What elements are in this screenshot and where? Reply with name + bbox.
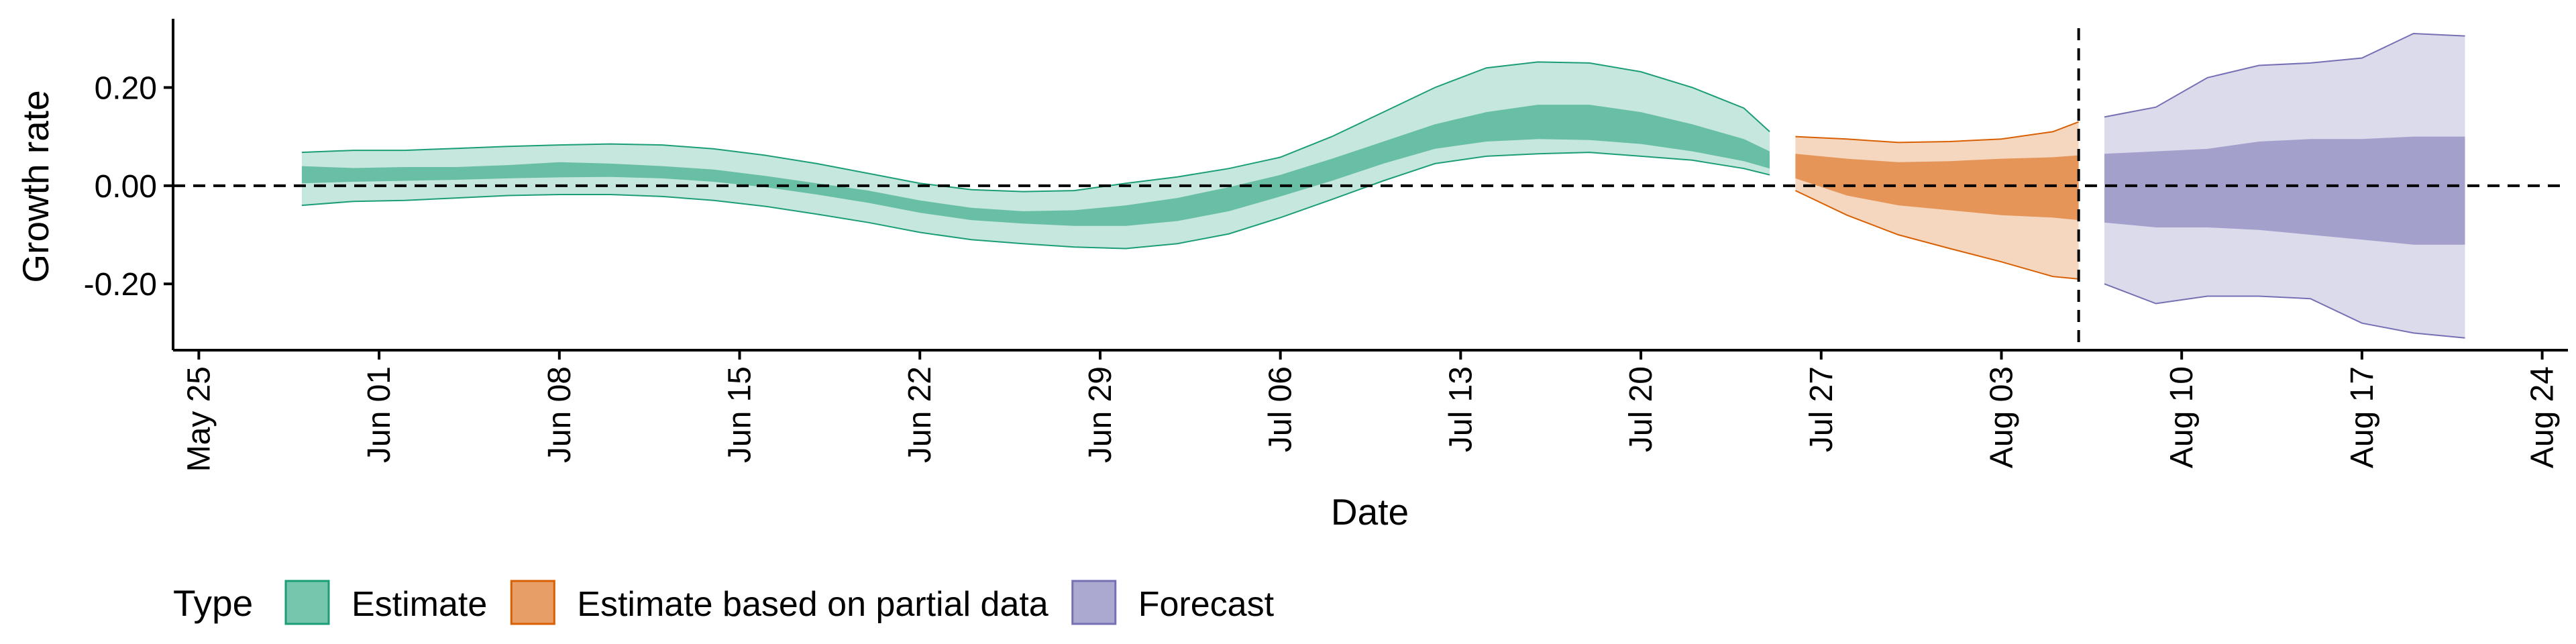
- x-tick-label: Aug 10: [2164, 366, 2200, 468]
- legend: Type Estimate Estimate based on partial d…: [173, 580, 1275, 625]
- reference-lines: [173, 28, 2568, 350]
- band-90-upper-edge-estimate-based-on-partial-data: [1795, 121, 2079, 144]
- bands-layer: [301, 32, 2465, 339]
- x-ticks: May 25 Jun 01 Jun 08 Jun 15 Jun 22 Jun 29 Jul …: [181, 350, 2561, 472]
- legend-item-estimate-based-on-partial-data: Estimate based on partial data: [510, 580, 1049, 625]
- x-tick-label: Jun 08: [542, 366, 578, 463]
- series-forecast: [2104, 32, 2465, 339]
- band-50-estimate: [301, 105, 1770, 226]
- legend-item-estimate: Estimate: [284, 580, 487, 625]
- x-tick-label: Jun 15: [722, 366, 758, 463]
- x-tick-label: Aug 24: [2525, 366, 2561, 468]
- legend-label: Estimate based on partial data: [577, 585, 1049, 624]
- x-tick-label: Jun 29: [1083, 366, 1118, 463]
- x-tick-label: May 25: [181, 366, 217, 472]
- band-90-lower-edge-forecast: [2104, 283, 2465, 339]
- y-ticks: 0.20 0.00 -0.20: [84, 70, 173, 303]
- band-90-upper-edge-estimate: [301, 61, 1770, 193]
- x-tick-label: Jul 06: [1263, 366, 1299, 452]
- legend-swatch: [510, 580, 555, 625]
- legend-swatch: [1071, 580, 1117, 625]
- y-tick-label: -0.20: [84, 267, 157, 303]
- y-axis-label: Growth rate: [15, 90, 56, 282]
- x-tick-label: Jun 22: [902, 366, 938, 463]
- series-estimate: [301, 61, 1770, 250]
- legend-title: Type: [173, 582, 253, 624]
- x-tick-label: Aug 03: [1984, 366, 2019, 468]
- band-50-forecast: [2104, 136, 2465, 245]
- x-axis-label: Date: [1331, 491, 1409, 533]
- band-90-lower-edge-estimate: [301, 152, 1770, 250]
- x-tick-label: Jul 13: [1443, 366, 1479, 452]
- legend-items: Estimate Estimate based on partial data Fo…: [284, 580, 1275, 625]
- band-90-estimate: [301, 62, 1770, 249]
- y-tick-label: 0.20: [95, 70, 157, 106]
- axes: May 25 Jun 01 Jun 08 Jun 15 Jun 22 Jun 29 Jul …: [84, 19, 2568, 472]
- legend-swatch: [284, 580, 330, 625]
- x-tick-label: Jul 20: [1623, 366, 1659, 452]
- legend-item-forecast: Forecast: [1071, 580, 1275, 625]
- band-90-lower-edge-estimate-based-on-partial-data: [1794, 190, 2079, 280]
- y-tick-label: 0.00: [95, 169, 157, 205]
- x-tick-label: Aug 17: [2345, 366, 2380, 468]
- legend-label: Forecast: [1138, 585, 1275, 624]
- x-tick-label: Jul 27: [1804, 366, 1839, 452]
- legend-label: Estimate: [352, 585, 487, 624]
- series-estimate-based-on-partial-data: [1794, 121, 2079, 280]
- band-50-estimate-based-on-partial-data: [1795, 154, 2079, 221]
- band-90-upper-edge-forecast: [2104, 32, 2465, 118]
- x-tick-label: Jun 01: [362, 366, 397, 463]
